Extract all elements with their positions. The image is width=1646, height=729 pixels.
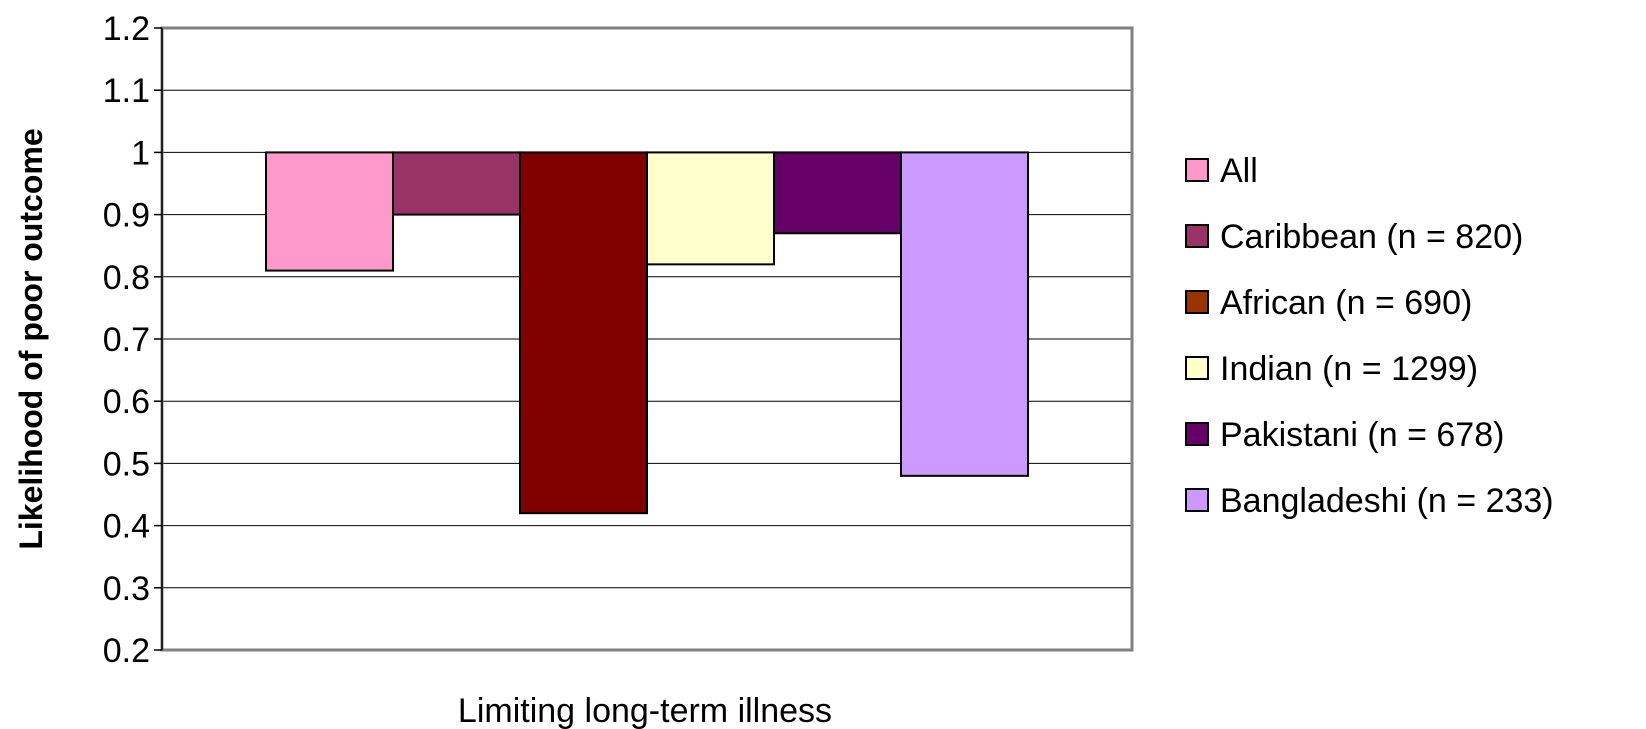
y-axis-title: Likelihood of poor outcome: [13, 128, 49, 549]
y-tick-label: 0.4: [103, 508, 150, 546]
legend-swatch: [1185, 356, 1209, 380]
y-tick-label: 1.1: [103, 72, 150, 110]
y-tick-label: 0.7: [103, 321, 150, 359]
legend-label: Indian (n = 1299): [1220, 350, 1478, 388]
bar-all: [265, 151, 394, 272]
y-tick-label: 1.2: [103, 10, 150, 48]
legend-label: Bangladeshi (n = 233): [1220, 482, 1554, 520]
y-tick-label: 0.2: [103, 632, 150, 670]
y-tick-label: 0.3: [103, 570, 150, 608]
bar-african: [519, 151, 648, 515]
legend-swatch: [1185, 488, 1209, 512]
bar-bangladeshi: [900, 151, 1029, 477]
y-tick-label: 0.6: [103, 383, 150, 421]
legend-swatch: [1185, 422, 1209, 446]
y-tick-label: 0.8: [103, 259, 150, 297]
bar-indian: [646, 151, 775, 266]
legend-swatch: [1185, 224, 1209, 248]
bar-pakistani: [773, 151, 902, 235]
legend-label: Caribbean (n = 820): [1220, 218, 1523, 256]
bars: [265, 151, 1029, 515]
y-tick-label: 0.9: [103, 197, 150, 235]
y-tick-label: 1: [131, 134, 150, 172]
x-axis-title: Limiting long-term illness: [458, 692, 832, 729]
legend-label: Pakistani (n = 678): [1220, 416, 1504, 454]
y-tick-label: 0.5: [103, 445, 150, 483]
bar-caribbean: [392, 151, 521, 216]
legend-swatch: [1185, 158, 1209, 182]
legend-swatch: [1185, 290, 1209, 314]
y-axis-ticks: 0.2 0.3 0.4 0.5 0.6 0.7 0.8 0.9 1 1.1 1.2: [103, 10, 162, 670]
legend-label: African (n = 690): [1220, 284, 1472, 322]
legend: All Caribbean (n = 820) African (n = 690) I…: [1185, 152, 1554, 520]
legend-label: All: [1220, 152, 1258, 190]
